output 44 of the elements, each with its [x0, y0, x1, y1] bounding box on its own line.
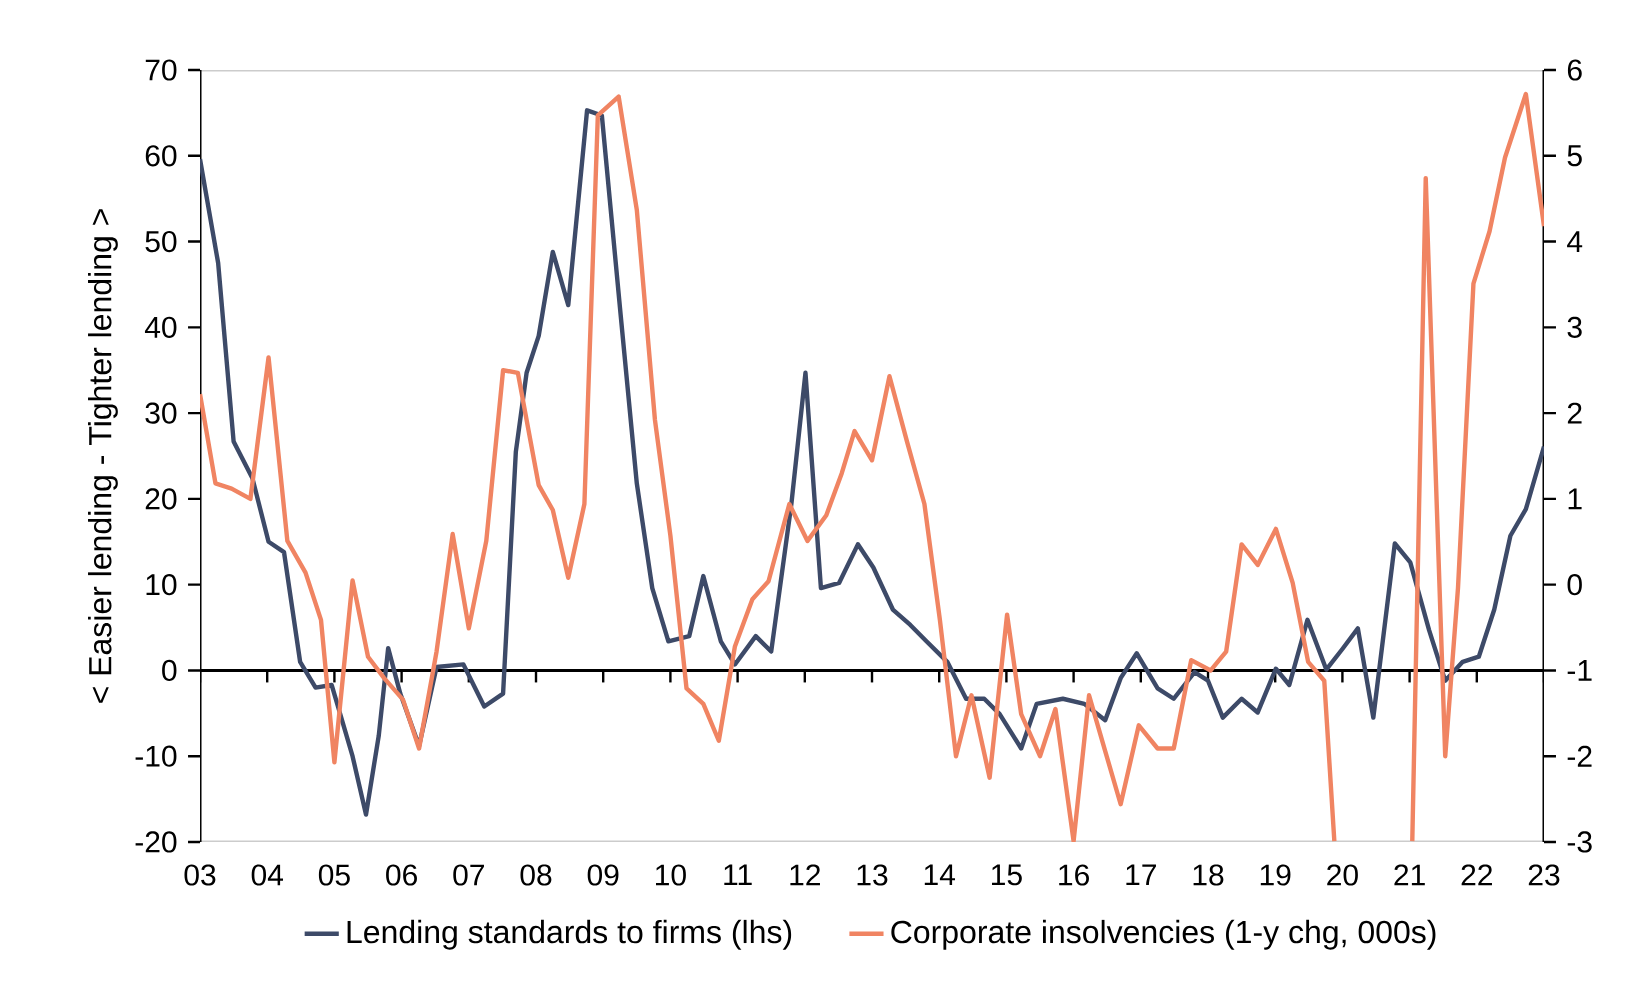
x-tick-label: 19: [1260, 864, 1291, 886]
y-tick-label: 30: [145, 402, 177, 424]
y-tick-label: -10: [135, 745, 177, 767]
x-tick-label: 23: [1528, 864, 1560, 886]
y-tick-label: 50: [145, 230, 177, 253]
y-tick-label: 10: [146, 574, 177, 596]
x-tick-label: 10: [656, 864, 686, 886]
x-tick-label: 18: [1193, 864, 1224, 886]
y-tick-label: 60: [145, 145, 177, 167]
y-tick-label: 40: [144, 316, 177, 338]
legend-label: Lending standards to firms (lhs): [347, 919, 792, 950]
x-tick-label: 13: [857, 864, 888, 886]
y2-tick-label: -2: [1567, 745, 1592, 767]
x-tick-label: 04: [251, 864, 284, 886]
y2-tick-label: 5: [1567, 145, 1582, 167]
legend-label: Corporate insolvencies (1-y chg, 000s): [891, 919, 1436, 950]
y-tick-label: -20: [135, 831, 177, 853]
x-tick-label: 22: [1461, 864, 1492, 886]
y-axis-title: < Easier lending - Tighter lending >: [88, 209, 118, 703]
x-tick-label: 20: [1327, 864, 1358, 886]
y2-tick-label: -1: [1567, 660, 1592, 681]
y2-tick-label: 1: [1568, 488, 1582, 510]
x-tick-label: 14: [924, 864, 956, 886]
x-tick-label: 08: [520, 864, 552, 886]
y2-tick-label: 2: [1567, 402, 1582, 424]
x-tick-label: 06: [386, 864, 417, 886]
x-tick-label: 21: [1394, 864, 1425, 886]
x-tick-label: 05: [318, 864, 350, 886]
x-tick-label: 03: [184, 864, 216, 886]
y2-tick-label: 0: [1567, 574, 1582, 596]
x-tick-label: 17: [1126, 864, 1156, 886]
x-tick-label: 11: [724, 864, 752, 886]
y2-tick-label: 3: [1567, 316, 1582, 338]
y-tick-label: 70: [145, 59, 177, 81]
y-tick-label: 20: [145, 488, 177, 510]
x-tick-label: 07: [453, 864, 484, 886]
y2-tick-label: 4: [1567, 231, 1583, 252]
x-tick-label: 09: [587, 864, 619, 886]
y-tick-label: 0: [162, 659, 177, 682]
x-tick-label: 16: [1059, 864, 1089, 886]
y2-tick-label: -3: [1567, 831, 1592, 853]
y2-tick-label: 6: [1567, 59, 1582, 81]
x-tick-label: 12: [790, 864, 820, 886]
x-tick-label: 15: [992, 864, 1022, 886]
